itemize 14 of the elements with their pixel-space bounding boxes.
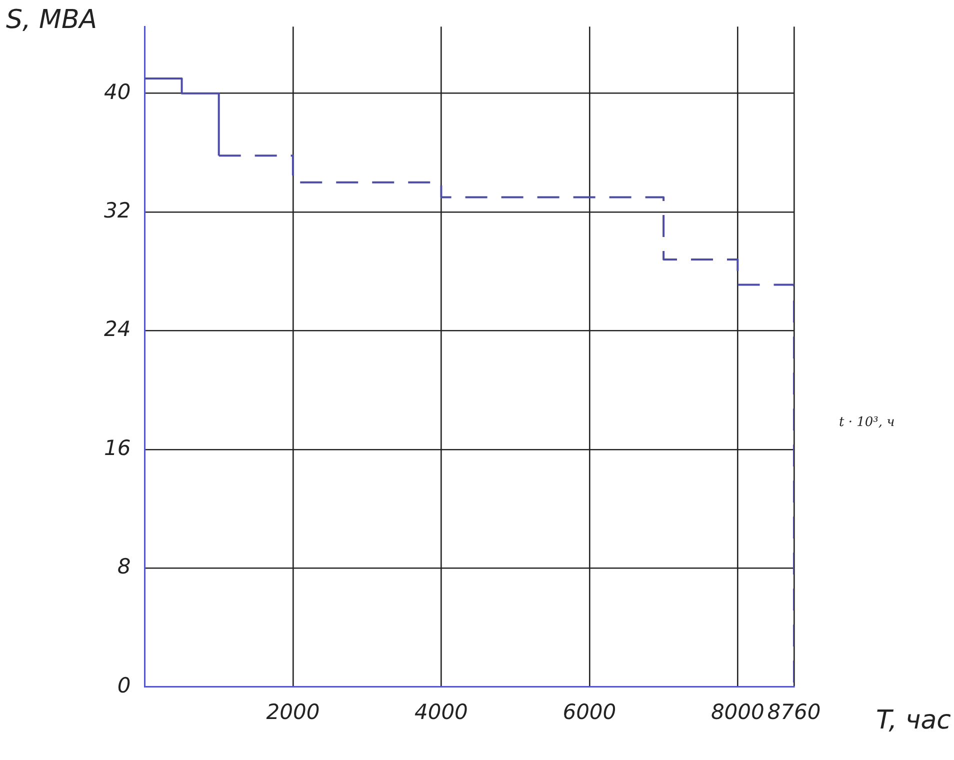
y-tick-label: 40 bbox=[104, 80, 131, 104]
x-axis-title: T, час bbox=[876, 706, 951, 736]
y-tick-label: 32 bbox=[104, 198, 131, 223]
y-tick-label: 8 bbox=[117, 554, 131, 579]
x-tick-label: 8000 bbox=[710, 700, 764, 724]
x-tick-label: 8760 bbox=[767, 700, 821, 724]
text: t · 10³, ч bbox=[839, 415, 895, 430]
y-axis-title: S, MBA bbox=[6, 4, 98, 35]
y-tick-label: 0 bbox=[117, 673, 131, 698]
y-tick-label: 24 bbox=[104, 317, 131, 342]
x-tick-label: 6000 bbox=[562, 700, 616, 724]
y-tick-label: 16 bbox=[104, 436, 131, 460]
x-tick-label: 2000 bbox=[266, 700, 320, 724]
x-tick-label: 4000 bbox=[414, 700, 468, 724]
